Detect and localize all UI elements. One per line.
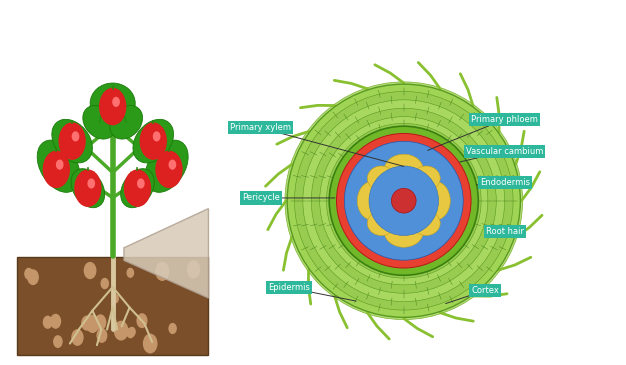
Ellipse shape — [52, 119, 93, 163]
Circle shape — [82, 316, 92, 330]
Circle shape — [95, 315, 106, 330]
Ellipse shape — [133, 119, 173, 163]
Ellipse shape — [71, 169, 105, 208]
Ellipse shape — [367, 166, 396, 191]
Circle shape — [59, 123, 85, 159]
Text: Root hair: Root hair — [486, 227, 524, 236]
Circle shape — [311, 108, 496, 293]
Ellipse shape — [110, 105, 143, 139]
Circle shape — [156, 151, 182, 187]
Ellipse shape — [384, 216, 423, 247]
Circle shape — [113, 97, 119, 106]
Circle shape — [337, 134, 471, 268]
Ellipse shape — [412, 211, 440, 235]
Circle shape — [188, 261, 200, 278]
Circle shape — [156, 262, 168, 280]
Polygon shape — [124, 209, 208, 298]
Circle shape — [25, 268, 33, 279]
Circle shape — [127, 328, 134, 338]
Circle shape — [320, 117, 488, 285]
FancyBboxPatch shape — [17, 257, 208, 354]
Ellipse shape — [412, 166, 440, 191]
Circle shape — [303, 100, 505, 301]
Circle shape — [100, 89, 126, 124]
Text: Primary xylem: Primary xylem — [230, 123, 291, 132]
Circle shape — [72, 330, 83, 345]
Circle shape — [369, 166, 439, 235]
Circle shape — [344, 141, 463, 260]
Circle shape — [97, 329, 106, 342]
Circle shape — [43, 151, 69, 187]
Circle shape — [43, 316, 52, 328]
Circle shape — [28, 270, 38, 284]
Circle shape — [88, 179, 95, 188]
Ellipse shape — [121, 169, 154, 208]
Circle shape — [54, 336, 62, 347]
Circle shape — [112, 295, 118, 303]
Text: INTERNAL ROOT STRUCTURE: INTERNAL ROOT STRUCTURE — [145, 16, 481, 35]
Ellipse shape — [357, 181, 389, 220]
Circle shape — [329, 126, 478, 275]
Text: Cortex: Cortex — [471, 286, 499, 295]
Circle shape — [326, 123, 481, 278]
Circle shape — [129, 327, 135, 336]
Ellipse shape — [367, 211, 396, 235]
Ellipse shape — [384, 154, 423, 186]
Circle shape — [169, 160, 175, 169]
Circle shape — [86, 315, 99, 332]
Circle shape — [125, 170, 150, 206]
Circle shape — [294, 92, 513, 310]
Text: Primary phloem: Primary phloem — [471, 115, 538, 124]
Circle shape — [73, 132, 79, 141]
Circle shape — [75, 170, 101, 206]
Circle shape — [137, 314, 147, 327]
Circle shape — [101, 278, 108, 289]
Text: Vascular cambium: Vascular cambium — [466, 147, 543, 156]
Text: Epidermis: Epidermis — [268, 283, 310, 292]
Circle shape — [127, 268, 133, 277]
Circle shape — [51, 315, 61, 328]
Ellipse shape — [90, 83, 135, 124]
Ellipse shape — [419, 181, 450, 220]
Ellipse shape — [37, 140, 80, 192]
Text: Pericycle: Pericycle — [242, 193, 280, 203]
Circle shape — [138, 179, 144, 188]
Circle shape — [85, 262, 96, 278]
Circle shape — [287, 84, 520, 317]
Circle shape — [391, 188, 416, 213]
Text: Endodermis: Endodermis — [480, 178, 530, 187]
Circle shape — [56, 160, 63, 169]
Circle shape — [285, 82, 523, 320]
Circle shape — [169, 323, 176, 333]
Ellipse shape — [145, 140, 188, 192]
Circle shape — [140, 123, 167, 159]
Circle shape — [153, 132, 160, 141]
Circle shape — [115, 322, 128, 340]
Circle shape — [143, 334, 157, 353]
Ellipse shape — [83, 105, 116, 139]
